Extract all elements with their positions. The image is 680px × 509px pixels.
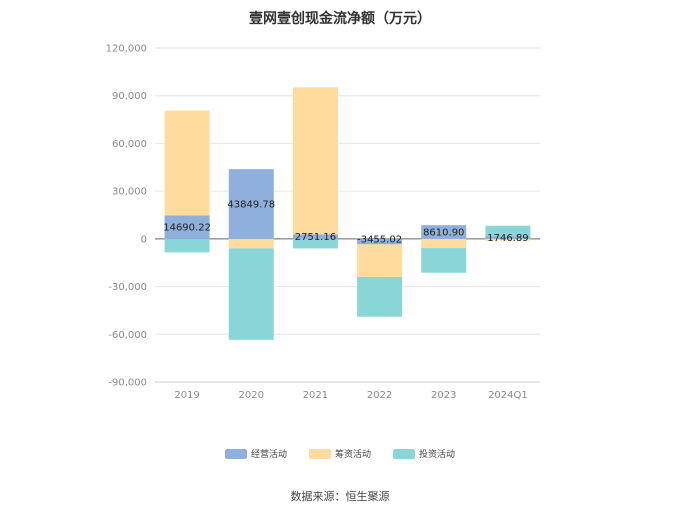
legend-swatch [224,448,247,459]
bar-financing-2023 [421,238,467,249]
bar-financing-2024Q1 [485,238,531,241]
bar-investing-2024Q1 [485,225,531,237]
x-tick-label: 2021 [303,390,328,401]
legend-item-financing[interactable]: 筹资活动 [308,447,371,460]
chart-title: 壹网壹创现金流净额（万元） [249,11,431,27]
x-tick-label: 2024Q1 [488,390,528,401]
bar-operating-2019 [164,215,210,239]
bar-operating-2020 [228,169,274,239]
legend-item-operating[interactable]: 经营活动 [224,447,287,460]
bar-financing-2020 [228,238,274,249]
x-tick-label: 2019 [174,390,199,401]
bar-financing-2021 [292,87,338,235]
bar-financing-2019 [164,110,210,216]
legend-swatch [393,448,415,459]
bar-operating-2023 [421,225,467,239]
bar-investing-2023 [421,248,467,273]
legend-swatch [308,448,331,459]
data-label: 8610.90 [423,228,464,239]
y-tick-label: -90,000 [108,378,147,389]
data-label: 2751.16 [295,232,336,243]
legend-label: 投资活动 [419,450,456,460]
bar-operating-2022 [357,238,403,245]
y-tick-label: 120,000 [106,44,147,55]
y-tick-label: 0 [141,234,147,245]
y-tick-label: 90,000 [112,91,147,102]
bar-investing-2020 [228,248,274,340]
data-label: -3455.02 [357,234,402,245]
x-tick-label: 2020 [239,390,264,401]
y-tick-label: 30,000 [112,187,147,198]
y-tick-label: -60,000 [108,330,147,341]
chart-legend: 经营活动 筹资活动 投资活动 [0,447,680,460]
bar-investing-2022 [357,276,403,317]
legend-item-investing[interactable]: 投资活动 [393,447,455,460]
bar-investing-2021 [292,238,338,249]
x-tick-label: 2022 [367,390,392,401]
data-label: 1746.89 [487,233,528,244]
data-source: 数据来源：恒生聚源 [290,490,390,503]
bar-operating-2021 [292,234,338,239]
y-tick-label: -30,000 [108,282,147,293]
legend-label: 经营活动 [250,450,287,460]
bar-investing-2019 [164,238,210,253]
x-tick-label: 2023 [431,390,456,401]
data-label: 43849.78 [227,199,275,210]
y-tick-label: 60,000 [112,139,147,150]
bar-operating-2024Q1 [485,236,531,239]
legend-label: 筹资活动 [334,450,371,460]
data-label: 14690.22 [163,223,211,234]
bar-financing-2022 [357,244,403,277]
